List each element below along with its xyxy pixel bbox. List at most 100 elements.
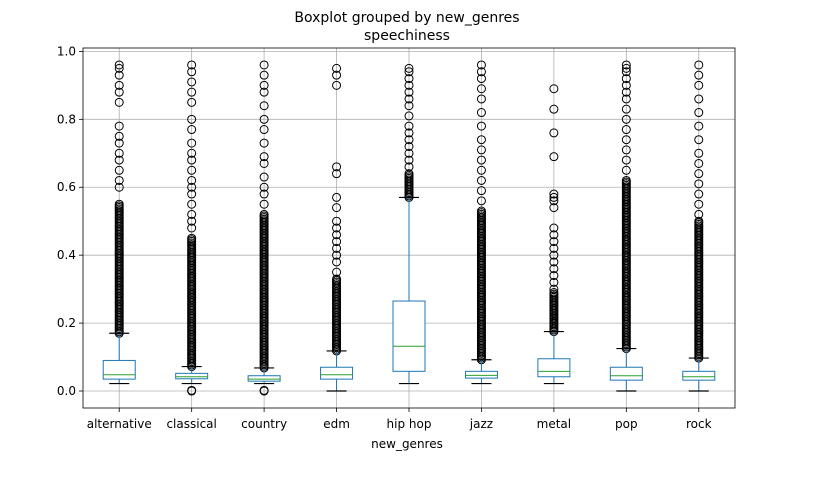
outlier-point: [476, 135, 486, 145]
outlier-point: [694, 158, 704, 168]
chart-suptitle: Boxplot grouped by new_genres: [294, 10, 519, 26]
outlier-point: [114, 165, 124, 175]
outlier-point: [187, 223, 197, 233]
outlier-point: [259, 80, 269, 90]
outlier-point: [404, 155, 414, 165]
outlier-point: [476, 175, 486, 185]
outlier-point: [187, 182, 197, 192]
outlier-point: [694, 108, 704, 118]
outlier-point: [332, 250, 342, 260]
outlier-point: [114, 199, 124, 209]
axis-ticks: 0.0 0.2 0.4 0.6 0.8 1.0 alternative classical co…: [57, 44, 712, 431]
outlier-point: [187, 199, 197, 209]
outlier-point: [404, 74, 414, 84]
outlier-point: [114, 138, 124, 148]
outlier-point: [621, 63, 631, 73]
outlier-point: [621, 67, 631, 77]
outlier-point: [259, 125, 269, 135]
outlier-point: [549, 243, 559, 253]
box-rock: [682, 357, 716, 392]
outliers-hip-hop: [404, 63, 414, 202]
outlier-point: [549, 284, 559, 294]
outlier-point: [404, 128, 414, 138]
outlier-point: [259, 87, 269, 97]
box-country: [247, 367, 281, 385]
outlier-point: [187, 114, 197, 124]
x-tick-label: country: [241, 417, 287, 431]
outlier-point: [332, 230, 342, 240]
y-tick-label: 0.8: [57, 112, 76, 126]
outlier-point: [476, 84, 486, 94]
outlier-point: [332, 267, 342, 277]
outlier-point: [259, 199, 269, 209]
outlier-point: [332, 203, 342, 213]
outlier-point: [187, 155, 197, 165]
box-pop: [609, 347, 643, 392]
box-iqr: [102, 359, 136, 380]
outlier-point: [404, 121, 414, 131]
outlier-point: [694, 189, 704, 199]
outlier-point: [549, 203, 559, 213]
outliers-jazz: [476, 60, 486, 365]
outlier-point: [187, 175, 197, 185]
outlier-point: [187, 385, 197, 395]
outlier-point: [549, 264, 559, 274]
outlier-point: [187, 125, 197, 135]
outlier-point: [694, 70, 704, 80]
outlier-point: [694, 216, 704, 226]
outlier-point: [114, 131, 124, 141]
outlier-point: [621, 104, 631, 114]
outlier-point: [476, 94, 486, 104]
outlier-point: [476, 108, 486, 118]
outlier-point: [187, 209, 197, 219]
box-classical: [175, 365, 209, 385]
outlier-point: [259, 101, 269, 111]
outlier-point: [187, 60, 197, 70]
outlier-point: [332, 192, 342, 202]
outlier-point: [549, 230, 559, 240]
outlier-point: [259, 70, 269, 80]
outlier-point: [476, 186, 486, 196]
outlier-point: [259, 172, 269, 182]
outlier-point: [549, 192, 559, 202]
box-jazz: [464, 359, 498, 385]
outlier-point: [404, 101, 414, 111]
outlier-point: [404, 169, 414, 179]
outlier-point: [549, 237, 559, 247]
outlier-point: [621, 60, 631, 70]
outlier-point: [621, 87, 631, 97]
outlier-point: [404, 148, 414, 158]
outlier-point: [114, 70, 124, 80]
plot-area-frame: [82, 47, 736, 409]
outlier-point: [187, 97, 197, 107]
outliers-metal: [549, 84, 559, 337]
outlier-point: [114, 80, 124, 90]
outlier-point: [332, 80, 342, 90]
outlier-point: [332, 223, 342, 233]
outlier-point: [114, 87, 124, 97]
outlier-point: [621, 114, 631, 124]
outlier-point: [476, 121, 486, 131]
outlier-point: [476, 165, 486, 175]
outlier-point: [549, 223, 559, 233]
outlier-point: [332, 257, 342, 267]
outlier-point: [404, 111, 414, 121]
boxes: [102, 196, 716, 392]
outlier-point: [114, 175, 124, 185]
box-metal: [537, 330, 571, 385]
outlier-point: [476, 67, 486, 77]
x-tick-label: metal: [537, 417, 571, 431]
outliers-pop: [621, 60, 631, 354]
outlier-point: [476, 155, 486, 165]
outlier-point: [404, 141, 414, 151]
y-tick-label: 0.0: [57, 384, 76, 398]
outlier-point: [187, 87, 197, 97]
outlier-point: [476, 74, 486, 84]
y-tick-label: 0.2: [57, 316, 76, 330]
outliers-classical: [187, 60, 197, 396]
outlier-point: [187, 165, 197, 175]
outlier-point: [187, 138, 197, 148]
outlier-point: [694, 80, 704, 90]
outlier-point: [332, 274, 342, 284]
